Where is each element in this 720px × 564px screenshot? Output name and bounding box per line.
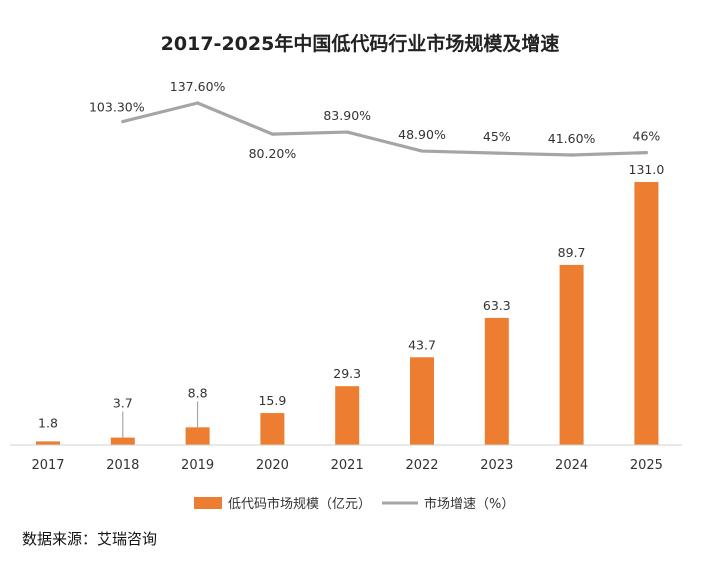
x-tick-2017: 2017 — [31, 458, 64, 473]
bar-2019 — [185, 427, 210, 445]
bar-label-2025: 131.0 — [629, 162, 665, 177]
growth-line — [122, 101, 647, 157]
bar-2018 — [110, 437, 135, 445]
bar-label-2023: 63.3 — [483, 298, 511, 313]
bars-layer: 1.8 3.7 8.8 15.9 29.3 43.7 63.3 89.7 131.0 — [36, 162, 664, 445]
x-tick-2022: 2022 — [405, 458, 438, 473]
growth-point-2018 — [121, 119, 125, 124]
growth-point-2019 — [196, 101, 200, 105]
growth-point-2025 — [644, 151, 649, 155]
growth-point-2022 — [420, 149, 424, 153]
bar-2025 — [634, 182, 659, 445]
growth-label-2023: 45% — [483, 129, 511, 144]
line-layer: 103.30% 137.60% 80.20% 83.90% 48.90% 45% 41.60… — [89, 79, 660, 161]
bar-2023 — [484, 317, 509, 445]
bar-label-2021: 29.3 — [333, 366, 361, 381]
bar-label-2018: 3.7 — [113, 396, 133, 411]
bar-2022 — [410, 357, 434, 445]
growth-label-2021: 83.90% — [323, 108, 371, 123]
growth-point-2023 — [495, 151, 499, 155]
legend-bar-label: 低代码市场规模（亿元） — [228, 496, 371, 512]
bar-2020 — [260, 413, 285, 445]
legend-bar-swatch — [194, 497, 222, 509]
growth-label-2020: 80.20% — [249, 146, 297, 161]
bar-label-2019: 8.8 — [188, 385, 208, 400]
growth-point-2021 — [345, 130, 349, 134]
growth-label-2025: 46% — [633, 129, 661, 144]
x-tick-2023: 2023 — [480, 458, 513, 473]
growth-label-2022: 48.90% — [398, 127, 446, 142]
growth-label-2019: 137.60% — [170, 79, 226, 94]
x-tick-2021: 2021 — [331, 458, 364, 473]
growth-point-2020 — [270, 132, 274, 136]
x-tick-2018: 2018 — [106, 458, 139, 473]
chart-title: 2017-2025年中国低代码行业市场规模及增速 — [161, 32, 560, 55]
x-tick-2025: 2025 — [630, 458, 663, 473]
bar-label-2020: 15.9 — [258, 393, 286, 408]
bar-2024 — [559, 264, 584, 445]
growth-label-2024: 41.60% — [548, 131, 596, 146]
bar-2021 — [335, 386, 360, 445]
bar-label-2017: 1.8 — [38, 415, 58, 430]
growth-point-2024 — [570, 153, 574, 157]
bar-label-2024: 89.7 — [558, 245, 586, 260]
x-tick-2024: 2024 — [555, 458, 588, 473]
data-source: 数据来源：艾瑞咨询 — [22, 530, 158, 548]
x-tick-2020: 2020 — [256, 458, 289, 473]
bar-label-2022: 43.7 — [408, 337, 436, 352]
growth-label-2018: 103.30% — [89, 100, 145, 115]
legend: 低代码市场规模（亿元） 市场增速（%） — [194, 496, 514, 512]
x-tick-2019: 2019 — [181, 458, 214, 473]
legend-line-label: 市场增速（%） — [424, 496, 514, 512]
x-axis-ticks: 2017 2018 2019 2020 2021 2022 2023 2024 2025 — [31, 458, 662, 473]
bar-2017 — [36, 441, 60, 445]
